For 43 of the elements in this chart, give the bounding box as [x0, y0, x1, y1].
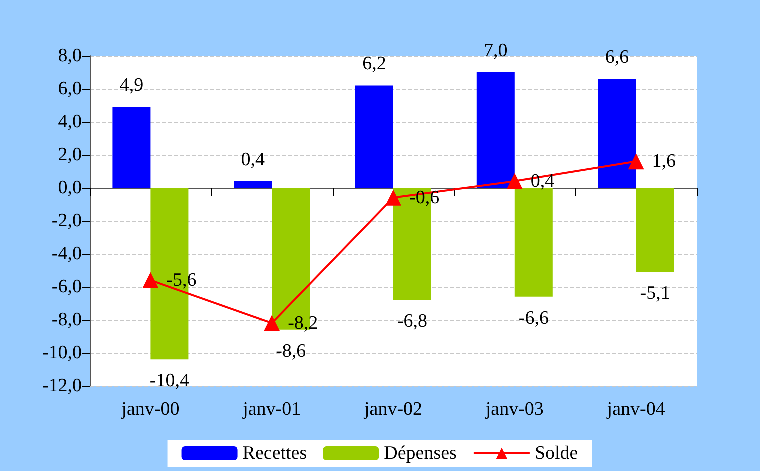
legend-label: Recettes	[242, 443, 308, 464]
bar	[598, 79, 636, 188]
point	[386, 190, 402, 206]
bar	[636, 188, 674, 272]
y-tick-label: 4,0	[58, 112, 82, 132]
point	[142, 272, 159, 288]
data-label: -6,8	[397, 311, 428, 332]
y-tick-label: 2,0	[58, 144, 82, 166]
data-label: 6,2	[362, 54, 386, 75]
x-tick-label: janv-04	[606, 399, 666, 420]
data-label: 0,4	[241, 149, 266, 170]
legend-label: Solde	[534, 443, 578, 464]
data-label: -6,6	[518, 308, 549, 329]
y-tick-label: 6,0	[58, 78, 82, 100]
bar	[112, 107, 151, 188]
point	[506, 173, 523, 190]
x-tick-label: janv-03	[484, 399, 544, 420]
x-tick-label: janv-00	[120, 399, 180, 420]
data-label: 7,0	[484, 40, 508, 62]
y-tick-label: 0,0	[58, 178, 82, 198]
bar	[514, 188, 553, 297]
data-label: 6,6	[605, 47, 630, 68]
data-label: 0,4	[530, 170, 556, 192]
y-tick-label: -2,0	[52, 210, 82, 232]
legend-label: Dépenses	[384, 443, 457, 464]
bar	[234, 181, 272, 188]
y-tick-label: -4,0	[52, 244, 82, 264]
bar	[356, 86, 394, 188]
x-tick-label: janv-02	[363, 399, 423, 420]
y-tick-label: -12,0	[42, 376, 82, 396]
data-label: -5,1	[640, 283, 670, 304]
point	[628, 154, 644, 170]
y-tick-label: -8,0	[52, 310, 82, 330]
bar	[476, 72, 515, 188]
data-label: 4,9	[120, 75, 144, 96]
point	[264, 315, 280, 332]
data-label: 1,6	[652, 151, 676, 172]
y-tick-label: -10,0	[42, 342, 82, 364]
data-label: -10,4	[150, 370, 190, 392]
x-tick-label: janv-01	[242, 399, 302, 420]
y-tick-label: -6,0	[52, 276, 82, 298]
data-label: -8,6	[276, 340, 306, 362]
y-tick-label: 8,0	[58, 46, 82, 66]
